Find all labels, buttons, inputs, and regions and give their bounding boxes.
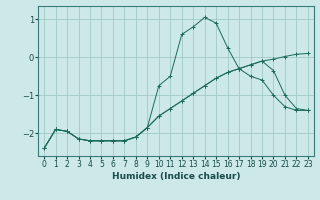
X-axis label: Humidex (Indice chaleur): Humidex (Indice chaleur) [112,172,240,181]
